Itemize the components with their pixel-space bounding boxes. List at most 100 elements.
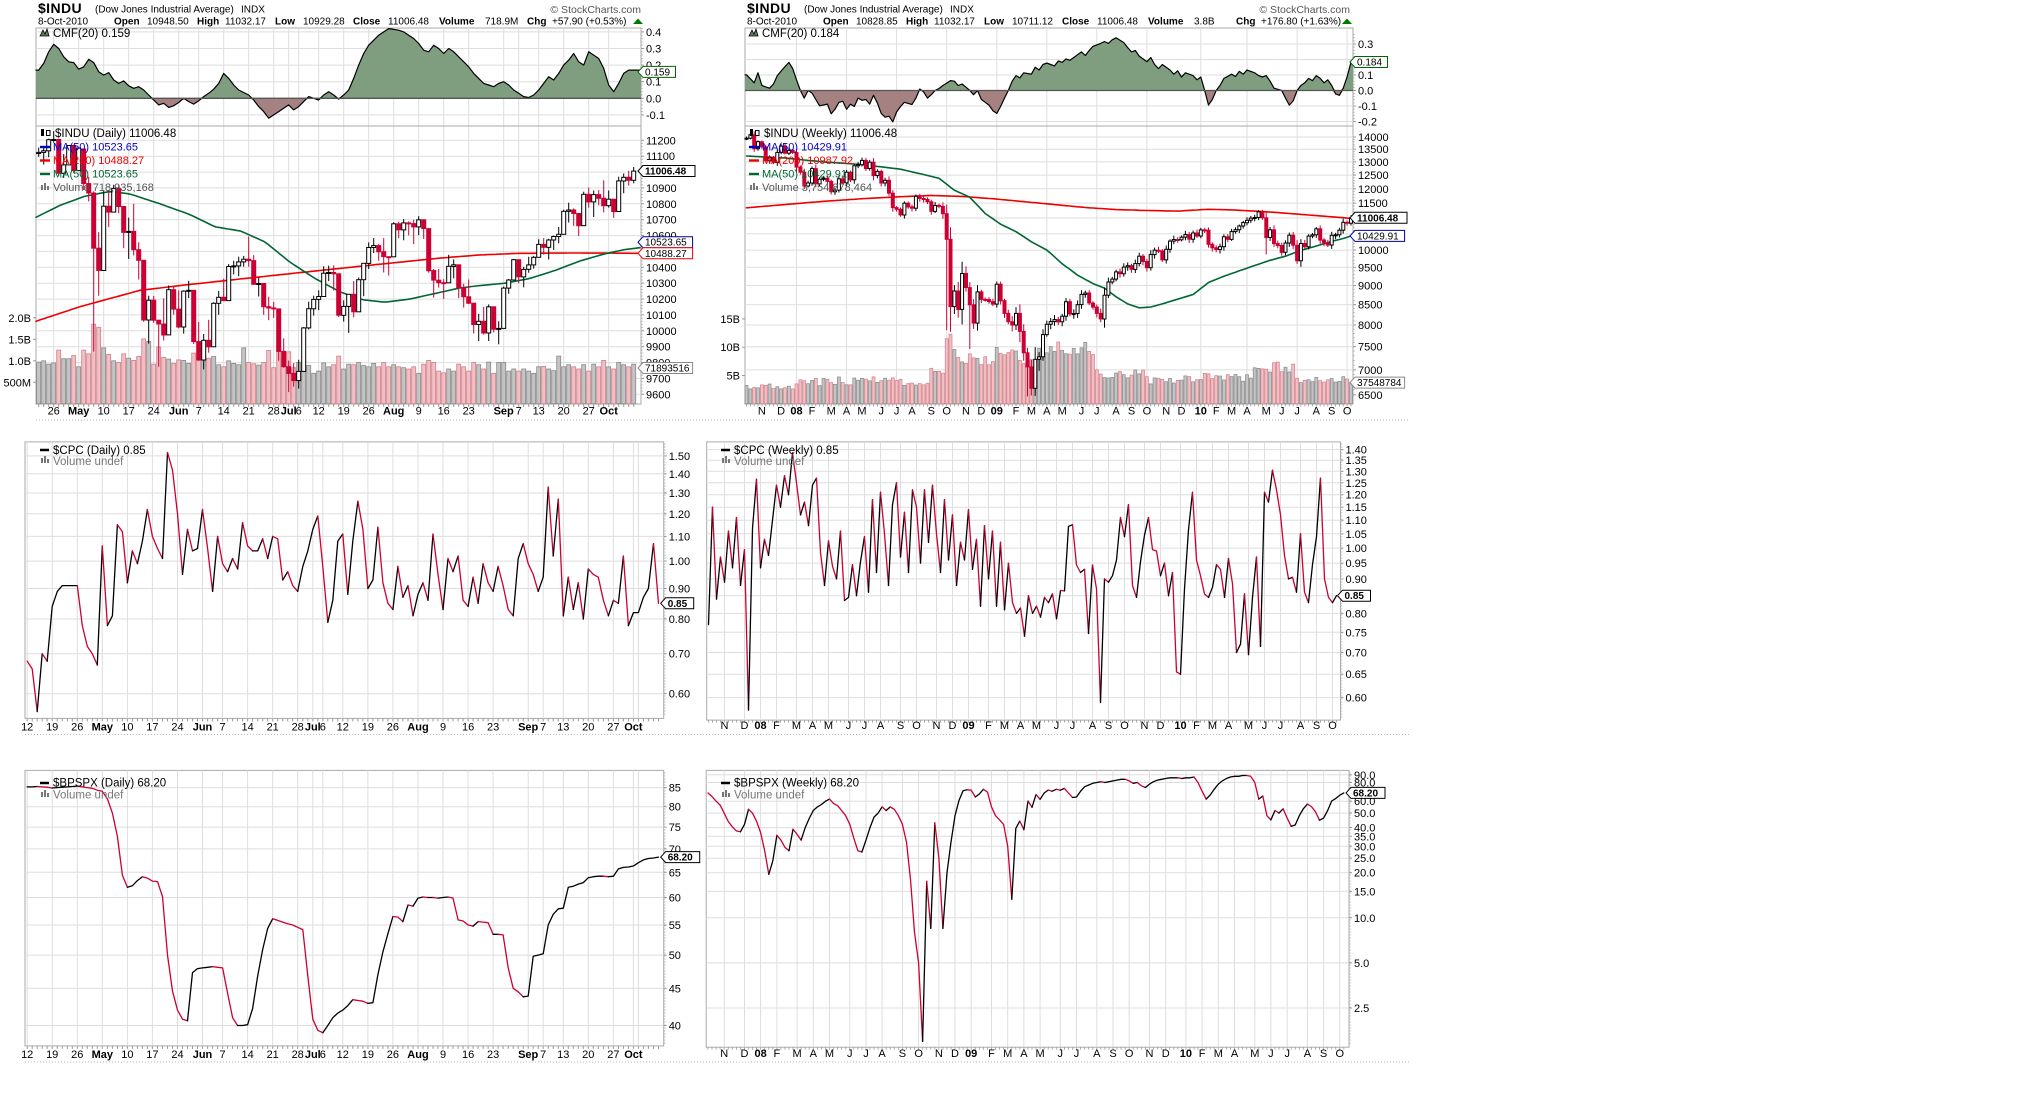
svg-text:13000: 13000: [1358, 157, 1389, 169]
svg-text:M: M: [1027, 406, 1036, 418]
svg-text:N: N: [1146, 1048, 1154, 1060]
svg-text:27: 27: [607, 721, 619, 733]
svg-text:0.60: 0.60: [1346, 693, 1367, 705]
svg-text:N: N: [962, 406, 970, 418]
svg-text:J: J: [1268, 1048, 1274, 1060]
svg-text:8500: 8500: [1358, 300, 1382, 312]
svg-text:F: F: [1213, 406, 1220, 418]
svg-text:71893516: 71893516: [645, 364, 690, 375]
svg-text:A: A: [810, 1048, 818, 1060]
svg-text:55: 55: [669, 920, 681, 932]
svg-text:10429.91: 10429.91: [1357, 231, 1399, 242]
svg-text:1.05: 1.05: [1346, 529, 1367, 541]
svg-text:90.0: 90.0: [1354, 770, 1375, 782]
svg-text:+176.80 (+1.63%): +176.80 (+1.63%): [1261, 17, 1341, 28]
svg-text:O: O: [1343, 406, 1352, 418]
svg-text:50: 50: [669, 950, 681, 962]
svg-text:1.15: 1.15: [1346, 502, 1367, 514]
svg-text:11006.48: 11006.48: [645, 167, 687, 178]
svg-text:A: A: [1017, 720, 1025, 732]
svg-text:D: D: [741, 1048, 749, 1060]
svg-text:$BPSPX (Weekly) 68.20: $BPSPX (Weekly) 68.20: [734, 778, 859, 790]
svg-text:40.0: 40.0: [1354, 823, 1375, 835]
svg-text:21: 21: [267, 1049, 279, 1061]
svg-text:1.10: 1.10: [1346, 515, 1367, 527]
svg-text:F: F: [1199, 1048, 1206, 1060]
svg-text:7500: 7500: [1358, 342, 1382, 354]
svg-text:A: A: [1231, 1048, 1239, 1060]
svg-text:09: 09: [965, 1048, 977, 1060]
svg-text:50.0: 50.0: [1354, 808, 1375, 820]
svg-text:A: A: [1093, 1048, 1101, 1060]
svg-text:A: A: [1243, 406, 1251, 418]
svg-text:0.159: 0.159: [645, 67, 670, 78]
svg-text:60.0: 60.0: [1354, 796, 1375, 808]
svg-text:10: 10: [1180, 1048, 1192, 1060]
svg-text:Jul: Jul: [305, 1049, 321, 1061]
svg-text:O: O: [942, 406, 951, 418]
svg-text:$INDU: $INDU: [747, 0, 791, 16]
svg-text:S: S: [897, 720, 904, 732]
svg-text:09: 09: [962, 720, 974, 732]
svg-text:D: D: [1178, 406, 1186, 418]
svg-text:J: J: [1262, 720, 1268, 732]
svg-text:A: A: [1313, 406, 1321, 418]
svg-text:J: J: [1294, 406, 1300, 418]
svg-text:D: D: [949, 720, 957, 732]
svg-text:+57.90 (+0.53%): +57.90 (+0.53%): [552, 17, 627, 28]
svg-text:7: 7: [220, 721, 226, 733]
svg-text:High: High: [197, 17, 219, 28]
svg-text:8-Oct-2010: 8-Oct-2010: [38, 17, 88, 28]
svg-text:A: A: [1020, 1048, 1028, 1060]
svg-text:1.50: 1.50: [669, 451, 690, 463]
svg-text:12: 12: [21, 721, 33, 733]
svg-text:15B: 15B: [720, 314, 740, 326]
svg-text:-0.2: -0.2: [1358, 117, 1377, 129]
svg-text:M: M: [1003, 1048, 1012, 1060]
svg-text:21: 21: [267, 721, 279, 733]
svg-text:Jun: Jun: [193, 1049, 213, 1061]
svg-text:F: F: [809, 406, 816, 418]
svg-text:26: 26: [387, 1049, 399, 1061]
svg-text:A: A: [878, 1048, 886, 1060]
svg-text:10700: 10700: [646, 215, 677, 227]
svg-text:N: N: [933, 720, 941, 732]
svg-text:9: 9: [440, 1049, 446, 1061]
svg-text:10: 10: [121, 721, 133, 733]
svg-text:8000: 8000: [1358, 320, 1382, 332]
svg-text:D: D: [777, 406, 785, 418]
svg-text:11032.17: 11032.17: [225, 17, 266, 28]
svg-text:Sep: Sep: [494, 406, 514, 418]
svg-text:N: N: [1141, 720, 1149, 732]
svg-text:MA(50) 10523.65: MA(50) 10523.65: [53, 142, 138, 154]
svg-text:-0.1: -0.1: [1358, 101, 1377, 113]
svg-text:S: S: [928, 406, 935, 418]
svg-text:3.8B: 3.8B: [1194, 17, 1215, 28]
svg-text:26: 26: [71, 721, 83, 733]
svg-text:M: M: [827, 406, 836, 418]
svg-text:7: 7: [196, 406, 202, 418]
svg-text:J: J: [1074, 1048, 1080, 1060]
svg-text:INDX: INDX: [241, 5, 265, 16]
svg-text:26: 26: [363, 406, 375, 418]
svg-text:10000: 10000: [1358, 245, 1389, 257]
svg-text:10488.27: 10488.27: [645, 249, 687, 260]
svg-text:6: 6: [296, 406, 302, 418]
svg-text:08: 08: [754, 720, 766, 732]
svg-text:J: J: [1284, 1048, 1290, 1060]
svg-text:2.0B: 2.0B: [8, 313, 31, 325]
svg-text:S: S: [899, 1048, 906, 1060]
svg-text:11100: 11100: [646, 151, 675, 163]
svg-text:09: 09: [991, 406, 1003, 418]
svg-text:10: 10: [1174, 720, 1186, 732]
svg-text:M: M: [793, 1048, 802, 1060]
svg-text:MA(200) 10987.92: MA(200) 10987.92: [762, 155, 853, 167]
svg-text:11006.48: 11006.48: [1357, 213, 1399, 224]
svg-text:0.65: 0.65: [1346, 669, 1367, 681]
svg-text:O: O: [1120, 720, 1129, 732]
svg-text:$INDU: $INDU: [38, 0, 82, 16]
svg-text:F: F: [1013, 406, 1020, 418]
svg-text:N: N: [1162, 406, 1170, 418]
svg-text:May: May: [92, 721, 114, 733]
svg-text:15.0: 15.0: [1354, 886, 1375, 898]
